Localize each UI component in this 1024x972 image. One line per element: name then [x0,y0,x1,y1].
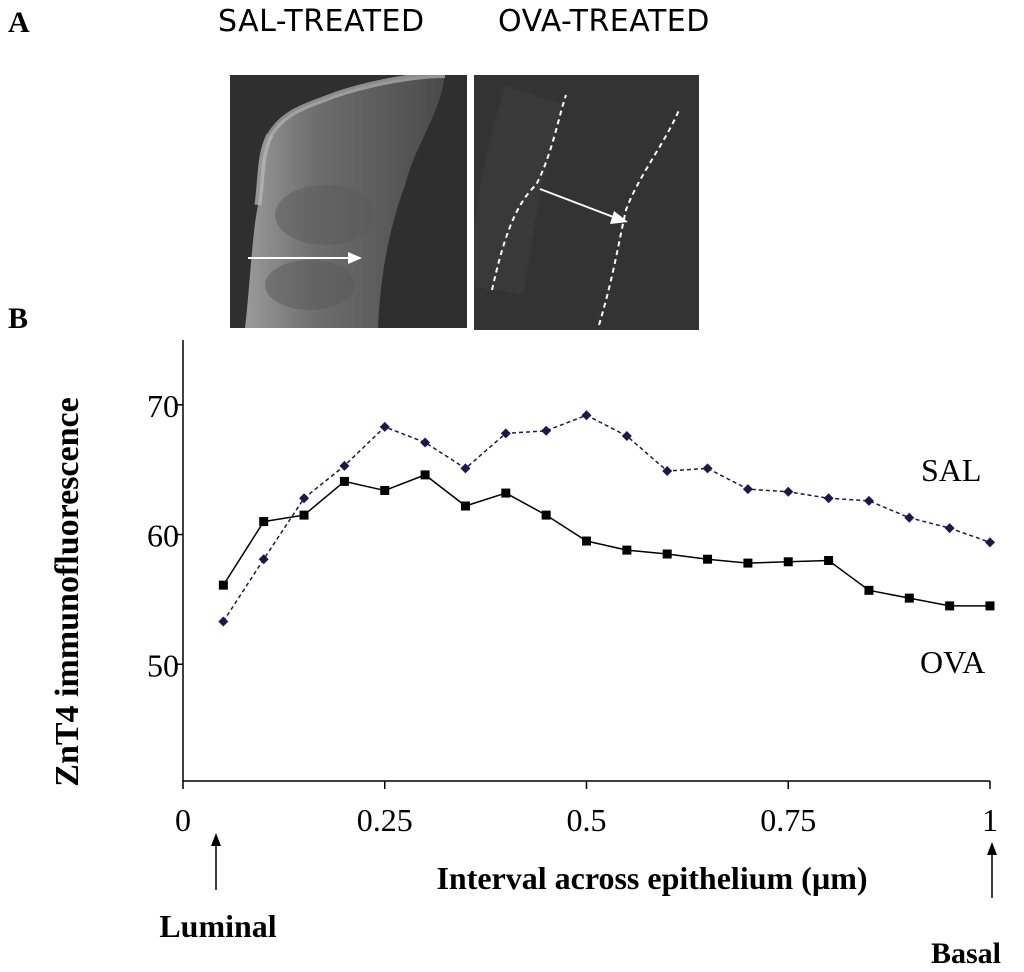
ova-data-point [259,517,269,527]
sal-treated-title: SAL-TREATED [218,4,425,39]
ova-data-point [622,545,632,555]
sal-data-point [904,512,915,523]
sal-arrow-head [348,252,362,264]
panel-a-letter: A [8,6,30,39]
sal-data-point [742,484,753,495]
ova-micrograph [474,75,699,330]
y-tick-label: 50 [147,647,179,683]
ova-data-point [582,536,591,546]
ova-micrograph-art [474,75,699,330]
ova-data-point [339,476,349,486]
ova-data-point [460,501,470,511]
ova-data-point [743,558,753,568]
sal-data-point [985,537,995,548]
sal-data-point [944,523,955,534]
ova-arrow-head [610,211,628,224]
ova-data-point [985,601,995,611]
ova-data-point [945,601,955,611]
ova-data-point [541,510,551,520]
x-tick-label: 1 [982,802,998,838]
x-ticks: 0 0.25 0.5 0.75 1 [175,781,998,838]
ova-data-point [501,488,511,498]
ova-data-point [864,585,874,595]
sal-data-point [258,554,269,565]
ova-data-point [299,510,309,520]
ova-data-point [904,593,914,603]
sal-data-point [541,425,552,436]
sal-series-label: SAL [921,452,981,488]
basal-label: Basal [931,937,1001,970]
sal-data-point [621,430,632,441]
ova-data-point [783,557,793,567]
y-tick-label: 60 [147,518,179,554]
sal-data-point [420,437,431,448]
ova-data-point [380,485,390,495]
sal-data-point [500,428,511,439]
panel-b-letter: B [8,302,29,335]
sal-data-point [581,410,592,421]
luminal-label: Luminal [159,908,276,944]
x-tick-label: 0.25 [357,802,413,838]
sal-data-point [702,463,713,474]
y-tick-label: 70 [147,388,179,424]
sal-data-point [783,486,794,497]
sal-data-point [339,460,350,471]
sal-micrograph-art [230,75,467,328]
ova-data-point [824,556,834,565]
ova-series-line [222,474,990,607]
ova-luminal-boundary [491,94,567,291]
ova-treated-title: OVA-TREATED [498,4,710,39]
ova-arrow-line [539,188,617,219]
ova-series-label: OVA [920,644,985,680]
sal-data-point [218,616,229,627]
y-axis-label: ZnT4 immunofluorescence [49,397,86,786]
sal-micrograph [230,75,467,328]
x-axis-label: Interval across epithelium (µm) [436,860,867,896]
ova-basal-boundary [598,109,680,326]
ova-data-point [662,549,672,559]
luminal-arrow-head [211,833,221,846]
ova-data-point [420,470,430,480]
ova-data-point [218,580,228,590]
sal-data-point [662,466,673,477]
x-tick-label: 0.75 [760,802,816,838]
sal-data-point [863,495,874,506]
sal-data-point [460,463,471,474]
x-tick-label: 0.5 [567,802,607,838]
sal-data-point [823,493,834,504]
basal-arrow-head [987,842,997,855]
y-ticks: 50 60 70 [147,388,183,683]
sal-series-line [222,414,991,622]
sal-data-point [379,421,390,432]
sal-data-point [299,493,310,504]
series-layer [218,410,995,627]
ova-data-point [703,554,713,564]
x-tick-label: 0 [175,802,191,838]
